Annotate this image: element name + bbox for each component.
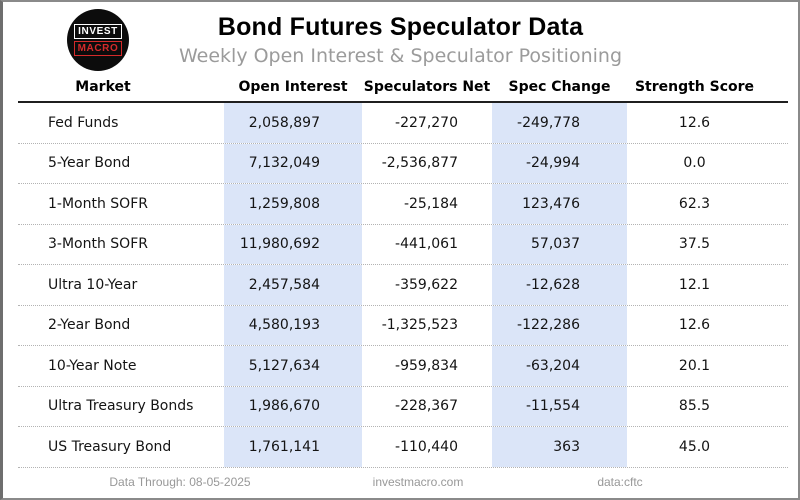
page-title: Bond Futures Speculator Data xyxy=(217,13,584,41)
speculator-table: Market Open Interest Speculators Net Spe… xyxy=(18,72,788,468)
column-header-spec-change: Spec Change xyxy=(508,78,611,95)
header: INVEST MACRO Bond Futures Speculator Dat… xyxy=(3,2,798,71)
logo-text-macro: MACRO xyxy=(73,41,123,56)
speculators-net-cell: -959,834 xyxy=(395,357,458,374)
spec-change-cell: 123,476 xyxy=(492,184,627,224)
column-header-strength-score: Strength Score xyxy=(634,78,755,95)
spec-change-cell: -63,204 xyxy=(492,346,627,386)
open-interest-cell: 11,980,692 xyxy=(224,224,362,264)
open-interest-cell: 7,132,049 xyxy=(224,143,362,183)
strength-score-cell: 62.3 xyxy=(678,195,711,212)
strength-score-cell: 85.5 xyxy=(678,398,711,415)
open-interest-cell: 1,761,141 xyxy=(224,427,362,467)
strength-score-cell: 37.5 xyxy=(678,236,711,253)
spec-change-cell: 363 xyxy=(492,427,627,467)
market-cell: 5-Year Bond xyxy=(48,155,131,172)
table-row: Ultra Treasury Bonds 1,986,670 -228,367 … xyxy=(18,386,788,427)
website-label: investmacro.com xyxy=(372,475,464,489)
column-header-market: Market xyxy=(75,78,131,95)
table-row: US Treasury Bond 1,761,141 -110,440 363 … xyxy=(18,427,788,468)
spec-change-cell: -24,994 xyxy=(492,143,627,183)
logo-text-invest: INVEST xyxy=(74,24,122,39)
spec-change-cell: -122,286 xyxy=(492,305,627,345)
speculators-net-cell: -25,184 xyxy=(403,195,458,212)
speculators-net-cell: -359,622 xyxy=(395,276,458,293)
market-cell: Ultra Treasury Bonds xyxy=(48,398,194,415)
data-source-label: data:cftc xyxy=(597,475,643,489)
open-interest-cell: 2,457,584 xyxy=(224,265,362,305)
market-cell: 3-Month SOFR xyxy=(48,236,148,253)
strength-score-cell: 12.1 xyxy=(678,276,711,293)
speculators-net-cell: -228,367 xyxy=(395,398,458,415)
table-row: 3-Month SOFR 11,980,692 -441,061 57,037 … xyxy=(18,224,788,265)
table-row: 10-Year Note 5,127,634 -959,834 -63,204 … xyxy=(18,346,788,387)
market-cell: 1-Month SOFR xyxy=(48,195,148,212)
strength-score-cell: 12.6 xyxy=(678,114,711,131)
table-row: Fed Funds 2,058,897 -227,270 -249,778 12… xyxy=(18,103,788,144)
strength-score-cell: 20.1 xyxy=(678,357,711,374)
market-cell: Ultra 10-Year xyxy=(48,276,138,293)
data-through-label: Data Through: 08-05-2025 xyxy=(109,475,251,489)
open-interest-cell: 2,058,897 xyxy=(224,103,362,143)
strength-score-cell: 0.0 xyxy=(683,155,706,172)
strength-score-cell: 12.6 xyxy=(678,317,711,334)
strength-score-cell: 45.0 xyxy=(678,438,711,455)
open-interest-cell: 1,259,808 xyxy=(224,184,362,224)
spec-change-cell: -11,554 xyxy=(492,386,627,426)
speculators-net-cell: -1,325,523 xyxy=(381,317,458,334)
table-row: 1-Month SOFR 1,259,808 -25,184 123,476 6… xyxy=(18,184,788,225)
table-row: Ultra 10-Year 2,457,584 -359,622 -12,628… xyxy=(18,265,788,306)
column-header-open-interest: Open Interest xyxy=(238,78,348,95)
investmacro-logo: INVEST MACRO xyxy=(67,9,129,71)
page-subtitle: Weekly Open Interest & Speculator Positi… xyxy=(178,45,623,67)
spec-change-cell: -12,628 xyxy=(492,265,627,305)
table-body: Fed Funds 2,058,897 -227,270 -249,778 12… xyxy=(18,103,788,468)
spec-change-cell: -249,778 xyxy=(492,103,627,143)
table-row: 5-Year Bond 7,132,049 -2,536,877 -24,994… xyxy=(18,143,788,184)
market-cell: Fed Funds xyxy=(48,114,119,131)
spec-change-cell: 57,037 xyxy=(492,224,627,264)
footer: Data Through: 08-05-2025 investmacro.com… xyxy=(3,475,798,489)
market-cell: 10-Year Note xyxy=(48,357,137,374)
open-interest-cell: 4,580,193 xyxy=(224,305,362,345)
speculators-net-cell: -110,440 xyxy=(395,438,458,455)
speculators-net-cell: -227,270 xyxy=(395,114,458,131)
table-row: 2-Year Bond 4,580,193 -1,325,523 -122,28… xyxy=(18,305,788,346)
open-interest-cell: 1,986,670 xyxy=(224,386,362,426)
speculators-net-cell: -2,536,877 xyxy=(381,155,458,172)
speculators-net-cell: -441,061 xyxy=(395,236,458,253)
column-header-speculators-net: Speculators Net xyxy=(363,78,491,95)
open-interest-cell: 5,127,634 xyxy=(224,346,362,386)
market-cell: 2-Year Bond xyxy=(48,317,131,334)
table-header-row: Market Open Interest Speculators Net Spe… xyxy=(18,72,788,103)
market-cell: US Treasury Bond xyxy=(48,438,172,455)
